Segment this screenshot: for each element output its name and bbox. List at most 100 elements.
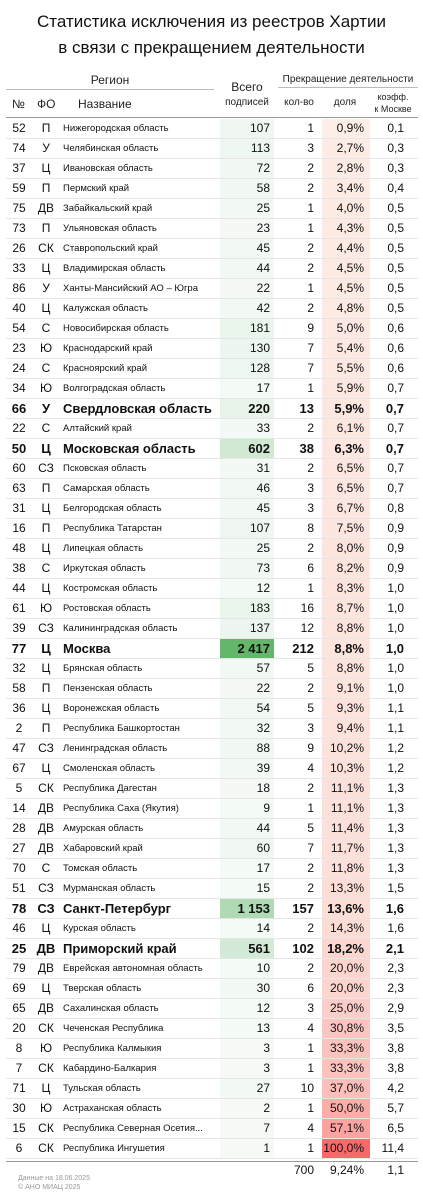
region-num: 46 xyxy=(12,921,26,935)
total-bg xyxy=(220,1119,274,1138)
coef: 0,9 xyxy=(387,561,404,575)
table-row: 7 СК Кабардино-Балкария 3 1 33,3% 3,8 xyxy=(6,1059,418,1079)
table-row: 8 Ю Республика Калмыкия 3 1 33,3% 3,8 xyxy=(6,1039,418,1059)
count: 2 xyxy=(307,881,314,895)
total-bg xyxy=(220,219,274,238)
coef: 0,5 xyxy=(387,281,404,295)
count: 12 xyxy=(300,621,314,635)
table-row: 78 СЗ Санкт-Петербург 1 153 157 13,6% 1,6 xyxy=(6,899,418,919)
share-bg xyxy=(322,439,370,458)
share: 7,5% xyxy=(336,521,364,535)
region-name: Республика Ингушетия xyxy=(63,1143,165,1154)
count: 1 xyxy=(307,221,314,235)
coef: 2,3 xyxy=(387,981,404,995)
coef: 5,7 xyxy=(387,1101,404,1115)
fo: С xyxy=(41,421,51,435)
share-bg xyxy=(322,479,370,498)
table-row: 30 Ю Астраханская область 2 1 50,0% 5,7 xyxy=(6,1099,418,1119)
share: 4,5% xyxy=(336,281,364,295)
total-bg xyxy=(220,859,274,878)
table-row: 31 Ц Белгородская область 45 3 6,7% 0,8 xyxy=(6,499,418,519)
region-num: 22 xyxy=(12,421,26,435)
fo: СЗ xyxy=(38,881,54,895)
region-num: 16 xyxy=(12,521,26,535)
total: 44 xyxy=(256,821,270,835)
table-row: 25 ДВ Приморский край 561 102 18,2% 2,1 xyxy=(6,939,418,959)
total: 23 xyxy=(256,221,270,235)
total: 12 xyxy=(256,581,270,595)
region-num: 60 xyxy=(12,461,26,475)
total-bg xyxy=(220,579,274,598)
fo: Ц xyxy=(41,501,51,515)
count: 1 xyxy=(307,801,314,815)
coef: 0,5 xyxy=(387,261,404,275)
fo: Ю xyxy=(39,341,53,355)
coef: 1,5 xyxy=(387,881,404,895)
fo: Ц xyxy=(41,541,51,555)
fo: Ц xyxy=(41,641,51,656)
fo: С xyxy=(41,561,51,575)
total: 32 xyxy=(256,721,270,735)
share-bg xyxy=(322,519,370,538)
region-name: Томская область xyxy=(63,863,138,874)
region-name: Приморский край xyxy=(63,941,177,956)
share-bg xyxy=(322,899,370,918)
share: 4,8% xyxy=(336,301,364,315)
region-name: Красноярский край xyxy=(63,363,147,374)
header-coef: коэфф. xyxy=(377,92,409,102)
share-bg xyxy=(322,199,370,218)
fo: СЗ xyxy=(38,461,54,475)
table-row: 36 Ц Воронежская область 54 5 9,3% 1,1 xyxy=(6,699,418,719)
share: 3,4% xyxy=(336,181,364,195)
total: 31 xyxy=(256,461,270,475)
region-name: Санкт-Петербург xyxy=(63,901,172,916)
count: 2 xyxy=(307,861,314,875)
count: 6 xyxy=(307,981,314,995)
region-num: 24 xyxy=(12,361,26,375)
region-name: Чеченская Республика xyxy=(63,1023,164,1034)
coef: 0,7 xyxy=(387,421,404,435)
table-row: 46 Ц Курская область 14 2 14,3% 1,6 xyxy=(6,919,418,939)
count: 1 xyxy=(307,381,314,395)
fo: Ц xyxy=(41,981,51,995)
share-bg xyxy=(322,559,370,578)
fo: СЗ xyxy=(38,621,54,635)
region-name: Свердловская область xyxy=(63,401,212,416)
total-bg xyxy=(220,339,274,358)
total-bg xyxy=(220,799,274,818)
region-name: Республика Северная Осетия... xyxy=(63,1123,203,1134)
share: 5,5% xyxy=(336,361,364,375)
count: 5 xyxy=(307,821,314,835)
total: 22 xyxy=(256,681,270,695)
fo: Ю xyxy=(39,1041,53,1055)
count: 1 xyxy=(307,1041,314,1055)
share-bg xyxy=(322,1079,370,1098)
coef: 0,6 xyxy=(387,341,404,355)
share-bg xyxy=(322,239,370,258)
region-name: Псковская область xyxy=(63,463,147,474)
share-bg xyxy=(322,379,370,398)
fo: СК xyxy=(38,1121,54,1135)
share-bg xyxy=(322,619,370,638)
share: 11,7% xyxy=(330,841,364,855)
share-bg xyxy=(322,819,370,838)
total: 107 xyxy=(249,121,270,135)
total-bg xyxy=(220,539,274,558)
coef: 1,3 xyxy=(387,781,404,795)
total-bg xyxy=(220,559,274,578)
total: 561 xyxy=(248,941,270,956)
coef: 2,9 xyxy=(387,1001,404,1015)
region-num: 78 xyxy=(11,901,27,916)
total-bg xyxy=(220,1039,274,1058)
region-num: 38 xyxy=(12,561,26,575)
region-name: Смоленская область xyxy=(63,763,155,774)
coef: 0,7 xyxy=(387,481,404,495)
region-num: 63 xyxy=(12,481,26,495)
region-num: 65 xyxy=(12,1001,26,1015)
total-bg xyxy=(220,379,274,398)
region-name: Нижегородская область xyxy=(63,123,169,134)
share-bg xyxy=(322,979,370,998)
share: 9,4% xyxy=(336,721,364,735)
total-bg xyxy=(220,179,274,198)
table-row: 77 Ц Москва 2 417 212 8,8% 1,0 xyxy=(6,639,418,659)
